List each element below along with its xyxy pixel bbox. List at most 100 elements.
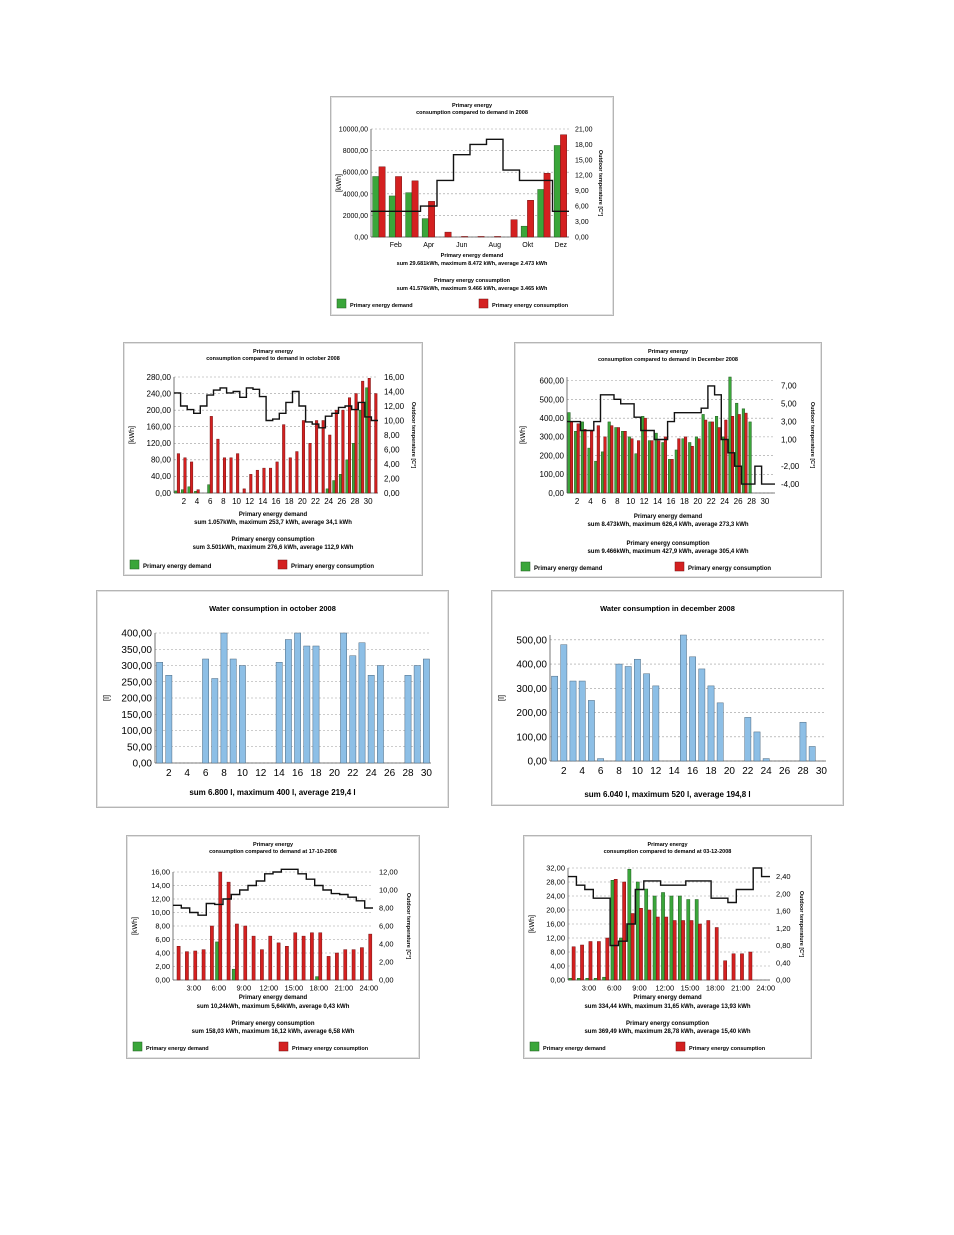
bar — [641, 416, 645, 494]
bar — [421, 218, 429, 238]
y2-tick-label: 5,00 — [781, 400, 797, 409]
y2-tick-label: 1,00 — [781, 435, 797, 444]
chart-subtitle: consumption compared to demand in octobe… — [206, 356, 340, 362]
bar — [753, 731, 761, 762]
bar — [268, 935, 273, 981]
bar — [708, 421, 712, 494]
x-tick-label: 8 — [221, 497, 226, 506]
bar — [596, 425, 600, 494]
bar — [678, 895, 682, 981]
bar — [269, 467, 273, 494]
y-tick-label: 4,00 — [550, 962, 565, 971]
bar — [580, 944, 584, 981]
y2-tick-label: 12,00 — [384, 402, 405, 411]
bar — [360, 947, 364, 981]
bar — [677, 438, 681, 494]
y2-tick-label: 9,00 — [575, 188, 589, 195]
y-tick-label: 500,00 — [516, 635, 547, 646]
bar — [706, 920, 711, 981]
chart-title: Water consumption in december 2008 — [600, 604, 735, 613]
bar — [428, 201, 435, 238]
x-tick-label: 21:00 — [334, 984, 353, 993]
bar — [201, 949, 206, 981]
bar — [635, 881, 640, 981]
bar — [714, 927, 719, 981]
bar — [680, 634, 687, 762]
bar — [643, 673, 650, 762]
y-tick-label: 160,00 — [147, 423, 172, 432]
bar — [520, 225, 528, 238]
bar — [341, 409, 345, 494]
bar — [621, 431, 625, 494]
bar — [358, 409, 362, 494]
y2-tick-label: 1,20 — [776, 924, 791, 933]
y-tick-label: 80,00 — [151, 456, 172, 465]
x-tick-label: 26 — [779, 766, 791, 777]
bar — [276, 942, 281, 981]
bar — [637, 440, 641, 494]
legend-swatch — [278, 1041, 289, 1052]
bar — [630, 438, 634, 494]
y2-tick-label: 3,00 — [781, 417, 797, 426]
stats-text: sum 158,03 kWh, maximum 16,12 kWh, avera… — [192, 1029, 355, 1035]
bar — [602, 976, 606, 981]
y2-tick-label: 10,00 — [379, 886, 398, 895]
y-tick-label: 300,00 — [121, 661, 152, 672]
x-tick-label: 30 — [364, 497, 373, 506]
bar — [744, 717, 752, 762]
x-tick-label: 28 — [351, 497, 360, 506]
bar — [423, 658, 430, 764]
bar — [211, 678, 219, 764]
x-tick-label: 10 — [626, 497, 635, 506]
y2-tick-label: 2,00 — [776, 889, 791, 898]
y2-tick-label: 0,00 — [384, 489, 400, 498]
bar — [215, 941, 219, 981]
y2-tick-label: 0,80 — [776, 941, 791, 950]
x-tick-label: 30 — [816, 766, 828, 777]
bar — [762, 758, 770, 762]
y-tick-label: 12,00 — [546, 934, 565, 943]
y-tick-label: 10,00 — [151, 908, 170, 917]
y-tick-label: 300,00 — [540, 433, 565, 442]
bar — [577, 978, 581, 981]
bar — [551, 675, 558, 762]
y2-tick-label: 0,40 — [776, 958, 791, 967]
y-tick-label: 200,00 — [540, 451, 565, 460]
bar — [275, 461, 279, 494]
bar — [229, 658, 237, 764]
bar — [367, 377, 371, 494]
stats-text: sum 9.466kWh, maximum 427,9 kWh, average… — [587, 549, 748, 555]
chart-subtitle: consumption compared to demand at 03-12-… — [604, 849, 732, 855]
bar — [634, 658, 641, 762]
y2-tick-label: 0,00 — [575, 234, 589, 241]
bar — [576, 423, 580, 494]
bar — [605, 937, 610, 981]
bar — [239, 665, 246, 764]
y-tick-label: 50,00 — [127, 742, 152, 753]
bar — [663, 436, 667, 494]
y-tick-label: 20,00 — [546, 906, 565, 915]
y-tick-label: 280,00 — [147, 373, 172, 382]
bar — [165, 675, 173, 764]
stats-text: sum 8.473kWh, maximum 626,4 kWh, average… — [587, 522, 748, 528]
y-tick-label: 0,00 — [155, 489, 171, 498]
y-tick-label: 200,00 — [516, 708, 547, 719]
legend-label: Primary energy consumption — [689, 1046, 766, 1052]
bar — [571, 946, 576, 981]
bar — [194, 491, 198, 494]
x-tick-label: 3:00 — [582, 984, 597, 993]
bar — [724, 419, 728, 494]
legend-label: Primary energy demand — [350, 303, 413, 309]
bar — [744, 412, 748, 494]
bar — [345, 459, 349, 494]
y-tick-label: 16,00 — [546, 920, 565, 929]
bar — [210, 925, 214, 981]
legend-label: Primary energy demand — [143, 564, 212, 570]
y-axis-label: [l] — [497, 695, 506, 701]
x-tick-label: 12 — [640, 497, 649, 506]
bar — [701, 414, 705, 494]
bar — [343, 949, 348, 981]
x-tick-label: 4 — [184, 768, 190, 779]
y-axis-label: [kWh] — [520, 426, 527, 444]
